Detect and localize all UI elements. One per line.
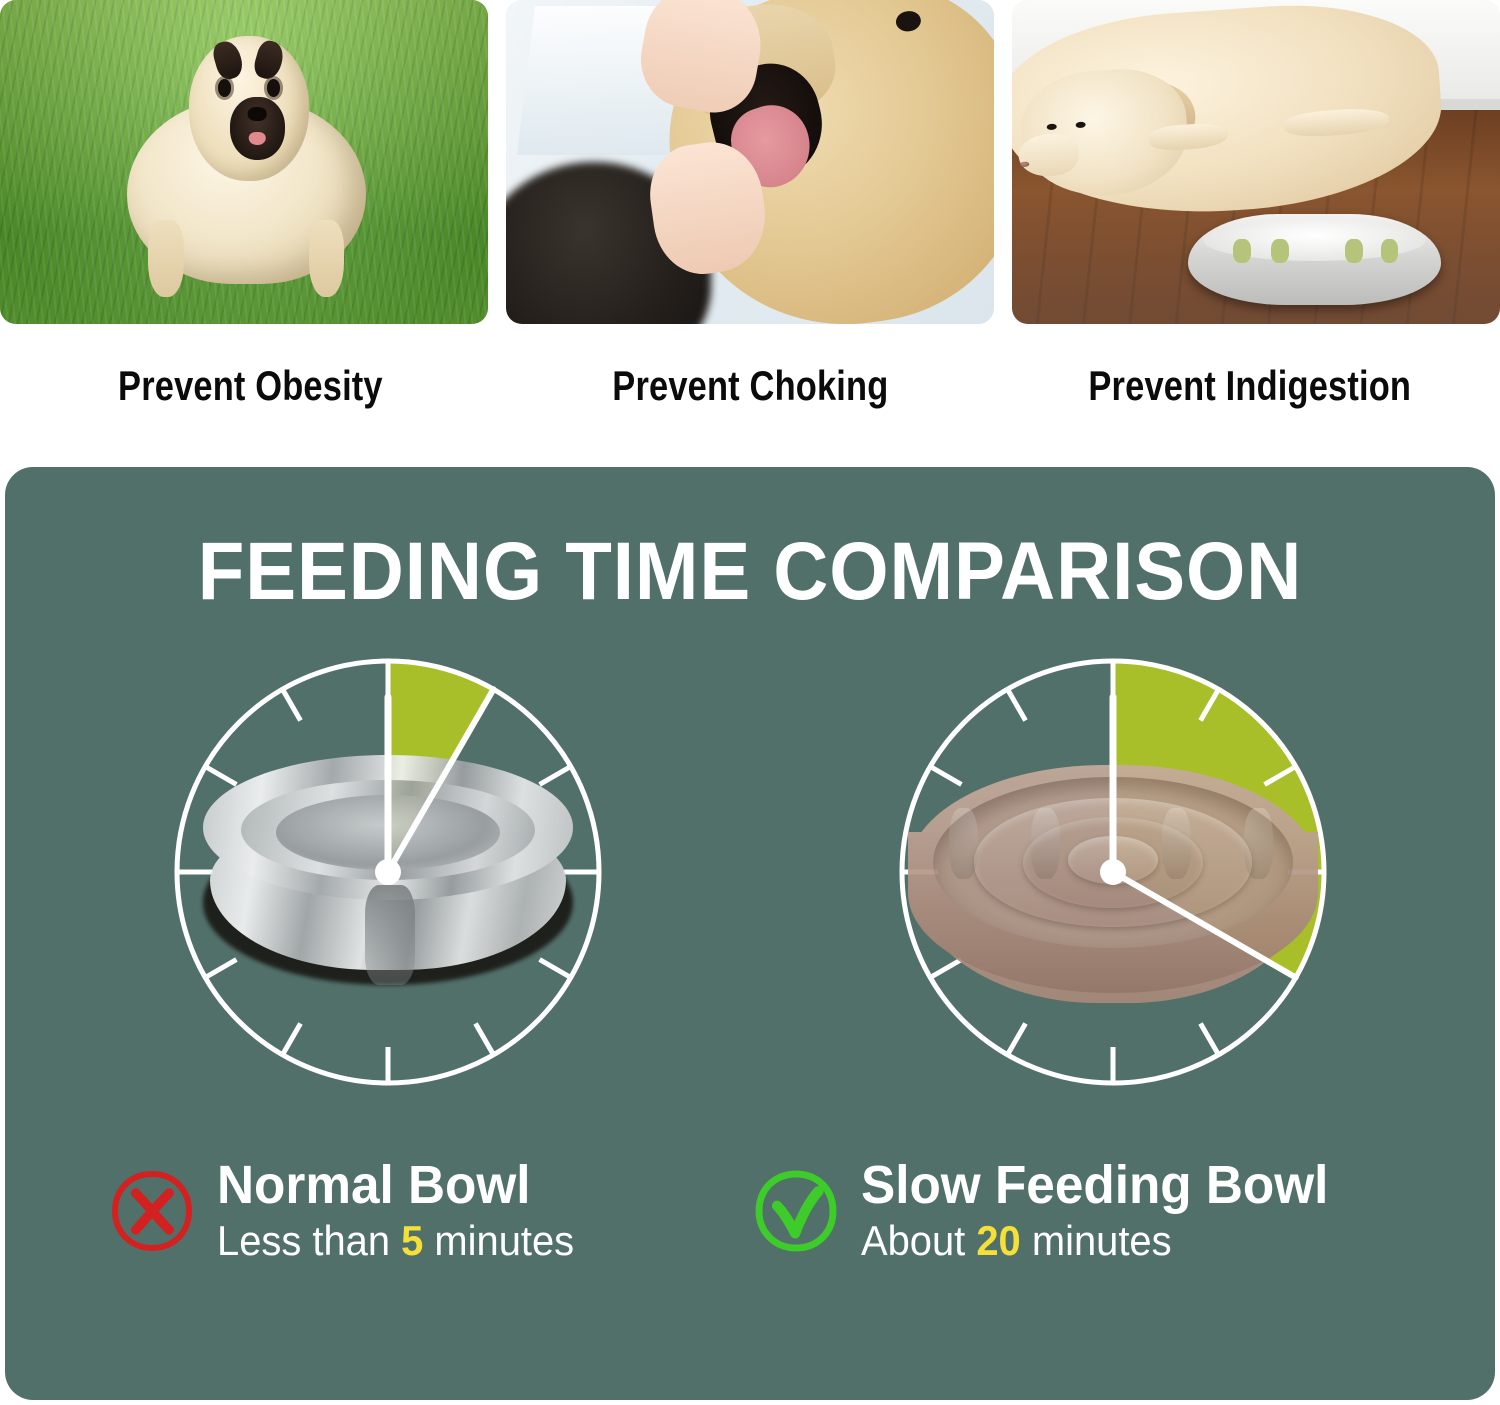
caption-cell-obesity: Prevent Obesity (0, 338, 500, 434)
normal-bowl-sub-prefix: Less than (217, 1217, 391, 1265)
slow-bowl-title: Slow Feeding Bowl (861, 1155, 1329, 1215)
caption-prevent-indigestion: Prevent Indigestion (1088, 362, 1412, 409)
slow-bowl-sub-suffix: minutes (1031, 1217, 1172, 1265)
comparison-normal-bowl: Normal Bowl Less than 5 minutes (109, 1155, 593, 1266)
dial-hub (1100, 859, 1126, 885)
red-x-icon (112, 1171, 192, 1252)
clock-dial-normal-hands (375, 686, 497, 885)
overweight-pug-illustration (126, 35, 366, 298)
comparison-labels: Normal Bowl Less than 5 minutes Slow Fee… (5, 1155, 1495, 1297)
dial-hub (375, 859, 401, 885)
caption-cell-choking: Prevent Choking (500, 338, 1000, 434)
hand-end-5min (385, 686, 497, 875)
slow-bowl-subtitle: About 20 minutes (861, 1216, 1328, 1266)
normal-bowl-minutes-value: 5 (401, 1217, 424, 1265)
slow-bowl-sub-prefix: About (861, 1217, 966, 1265)
normal-bowl-subtitle: Less than 5 minutes (217, 1216, 574, 1266)
slow-bowl-minutes-value: 20 (976, 1217, 1021, 1265)
hand-end-20min (1110, 869, 1299, 981)
clock-dial-normal-bowl (153, 637, 623, 1107)
benefit-photo-obesity (0, 0, 488, 324)
benefit-photo-strip (0, 0, 1500, 330)
benefit-photo-indigestion (1012, 0, 1500, 324)
caption-prevent-obesity: Prevent Obesity (117, 362, 383, 409)
benefit-captions: Prevent Obesity Prevent Choking Prevent … (0, 338, 1500, 434)
page-title: FEEDING TIME COMPARISON (197, 526, 1303, 617)
clock-dial-slow-bowl (878, 637, 1348, 1107)
comparison-slow-bowl: Slow Feeding Bowl About 20 minutes (753, 1155, 1353, 1266)
clock-dials (5, 637, 1495, 1107)
clock-dial-slow-hands (1100, 693, 1299, 981)
caption-prevent-choking: Prevent Choking (611, 362, 889, 409)
normal-bowl-sub-suffix: minutes (434, 1217, 575, 1265)
caption-cell-indigestion: Prevent Indigestion (1000, 338, 1500, 434)
steel-bowl-with-kibble (1187, 213, 1442, 305)
normal-bowl-title: Normal Bowl (217, 1155, 531, 1215)
benefit-photo-choking (506, 0, 994, 324)
green-check-icon (755, 1170, 837, 1252)
feeding-time-comparison-panel: FEEDING TIME COMPARISON (5, 467, 1495, 1400)
